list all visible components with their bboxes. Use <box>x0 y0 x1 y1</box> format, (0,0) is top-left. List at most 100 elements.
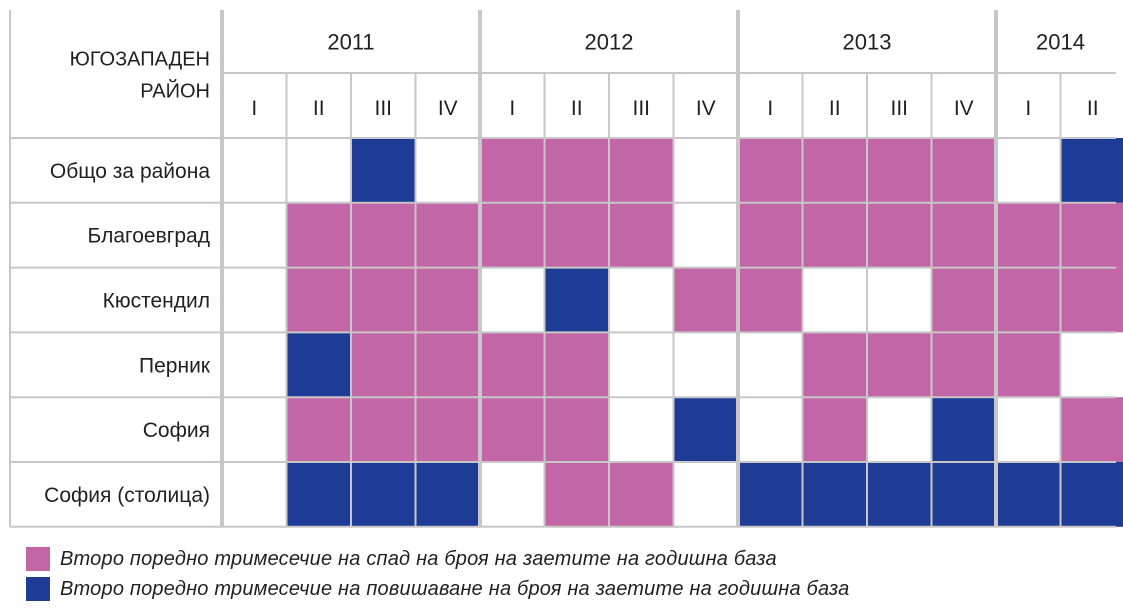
heatmap-cell <box>286 397 351 462</box>
heatmap-cell <box>609 267 674 333</box>
heatmap-cell <box>222 332 287 398</box>
quarter-label: I <box>509 97 515 120</box>
quarter-label: II <box>313 97 325 120</box>
heatmap-cell <box>931 462 996 527</box>
corner-label-line2: РАЙОН <box>140 78 210 102</box>
heatmap-cell <box>480 267 545 333</box>
heatmap-cell <box>544 267 609 333</box>
quarter-label: II <box>571 97 583 120</box>
quarter-label: IV <box>696 97 716 120</box>
heatmap-cell <box>609 202 674 268</box>
heatmap-cell <box>738 138 803 203</box>
legend-label-increase: Второ поредно тримесечие на повишаване н… <box>60 577 850 600</box>
heatmap-cell <box>222 397 287 462</box>
heatmap-cell <box>996 332 1061 398</box>
quarter-label: II <box>1087 97 1099 120</box>
heatmap-cell <box>609 462 674 527</box>
year-label: 2014 <box>1036 29 1085 54</box>
heatmap-cell <box>996 267 1061 333</box>
legend: Второ поредно тримесечие на спад на броя… <box>26 544 849 604</box>
heatmap-cell <box>802 462 867 527</box>
heatmap-cell <box>544 462 609 527</box>
row-label: Кюстендил <box>103 290 210 313</box>
row-label: София (столица) <box>44 484 210 507</box>
heatmap-cell <box>286 267 351 333</box>
heatmap-cell <box>415 267 480 333</box>
heatmap-cell <box>996 462 1061 527</box>
heatmap-cell <box>351 332 416 398</box>
heatmap-cell <box>931 332 996 398</box>
heatmap-cell <box>802 138 867 203</box>
heatmap-cell <box>673 202 738 268</box>
quarter-label: I <box>1025 97 1031 120</box>
heatmap-cell <box>931 138 996 203</box>
heatmap-cell <box>222 138 287 203</box>
heatmap-cell <box>738 202 803 268</box>
corner-label-line1: ЮГОЗАПАДЕН <box>70 48 210 70</box>
row-label: София <box>143 419 210 442</box>
heatmap-cell <box>867 267 932 333</box>
heatmap-cell <box>1060 267 1123 333</box>
quarter-label: IV <box>954 97 974 120</box>
legend-item-increase: Второ поредно тримесечие на повишаване н… <box>26 574 849 604</box>
heatmap-cell <box>867 332 932 398</box>
heatmap-cell <box>544 138 609 203</box>
legend-item-decline: Второ поредно тримесечие на спад на броя… <box>26 544 849 574</box>
heatmap-cell <box>351 397 416 462</box>
heatmap-cell <box>609 332 674 398</box>
quarter-label: I <box>767 97 773 120</box>
year-label: 2013 <box>843 29 892 54</box>
legend-swatch-increase <box>26 577 50 601</box>
row-label: Благоевград <box>88 225 210 248</box>
heatmap-cell <box>222 267 287 333</box>
heatmap-cell <box>480 138 545 203</box>
heatmap-cell <box>1060 332 1123 398</box>
heatmap-cell <box>802 397 867 462</box>
heatmap-cell <box>673 332 738 398</box>
heatmap-cell <box>222 202 287 268</box>
heatmap-cell <box>931 267 996 333</box>
heatmap-cell <box>544 397 609 462</box>
heatmap-cell <box>673 267 738 333</box>
heatmap-cell <box>867 138 932 203</box>
heatmap-cell <box>415 202 480 268</box>
heatmap-cell <box>738 332 803 398</box>
heatmap-cell <box>415 397 480 462</box>
heatmap-cell <box>544 202 609 268</box>
heatmap-cell <box>673 397 738 462</box>
heatmap-cell <box>286 202 351 268</box>
heatmap-cell <box>931 202 996 268</box>
heatmap-cell <box>867 462 932 527</box>
heatmap-cell <box>544 332 609 398</box>
heatmap-cell <box>415 332 480 398</box>
heatmap-cell <box>738 267 803 333</box>
heatmap-cell <box>351 202 416 268</box>
heatmap-cell <box>286 462 351 527</box>
heatmap-cell <box>996 202 1061 268</box>
heatmap-cell <box>673 462 738 527</box>
heatmap-cell <box>480 332 545 398</box>
quarter-label: IV <box>438 97 458 120</box>
legend-swatch-decline <box>26 547 50 571</box>
heatmap-cell <box>673 138 738 203</box>
heatmap-cell <box>415 138 480 203</box>
heatmap-cell <box>480 397 545 462</box>
heatmap-cell <box>1060 462 1123 527</box>
heatmap-cell <box>222 462 287 527</box>
heatmap-cell <box>286 332 351 398</box>
heatmap-cell <box>738 397 803 462</box>
heatmap-cell <box>480 462 545 527</box>
quarter-label: III <box>890 97 908 120</box>
heatmap-cell <box>609 138 674 203</box>
heatmap-cell <box>480 202 545 268</box>
heatmap-cell <box>1060 202 1123 268</box>
heatmap-cell <box>931 397 996 462</box>
heatmap-cell <box>1060 138 1123 203</box>
heatmap-cell <box>996 397 1061 462</box>
quarter-label: II <box>829 97 841 120</box>
heatmap-cell <box>609 397 674 462</box>
heatmap-cell <box>415 462 480 527</box>
quarter-label: III <box>374 97 392 120</box>
heatmap-cell <box>351 462 416 527</box>
